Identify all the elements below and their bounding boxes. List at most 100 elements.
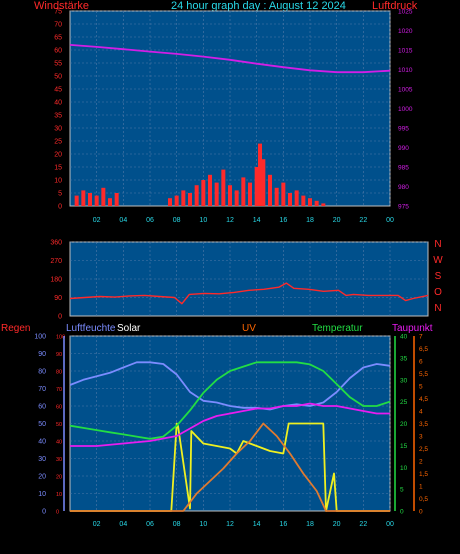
temperature-tick-4: 20	[400, 421, 408, 428]
wind-tick-10: 50	[54, 74, 62, 81]
compass-label-0: N	[434, 239, 441, 250]
compass-label-1: W	[433, 255, 443, 266]
pressure-tick-9: 1020	[398, 28, 413, 35]
direction-tick-0: 0	[58, 314, 62, 321]
wind-tick-8: 40	[54, 100, 62, 107]
wind-bar-6	[114, 193, 119, 206]
humidity-tick-2: 20	[56, 475, 62, 481]
humidity-tick-7: 70	[56, 387, 62, 393]
wind-xtick-8: 18	[306, 217, 314, 224]
dewpoint-tick-10: 5	[419, 384, 423, 391]
humidity-tick-8: 80	[56, 370, 62, 376]
wind-xtick-1: 04	[119, 217, 127, 224]
wind-axis-title: Windstärke	[34, 0, 90, 12]
meteo-label-5: Taupunkt	[392, 323, 433, 334]
dewpoint-tick-1: 0,5	[419, 496, 428, 503]
pressure-tick-4: 995	[398, 126, 409, 133]
wind-bar-24	[274, 187, 279, 206]
wind-bar-7	[168, 198, 172, 206]
temperature-tick-2: 10	[400, 465, 408, 472]
humidity-line	[69, 361, 391, 411]
dewpoint-tick-0: 0	[419, 509, 423, 516]
wind-bar-17	[234, 190, 239, 206]
wind-bar-5	[108, 198, 112, 206]
direction-tick-1: 90	[54, 295, 62, 302]
dewpoint-tick-8: 4	[419, 409, 423, 416]
humidity-tick-9: 90	[56, 352, 62, 358]
meteo-xtick-7: 16	[279, 521, 287, 528]
wind-bar-20	[254, 167, 259, 206]
meteo-label-1: Luftfeuchte	[66, 323, 116, 334]
pressure-line	[69, 44, 391, 74]
wind-bar-14	[214, 182, 219, 206]
temperature-tick-0: 0	[400, 509, 404, 516]
wind-tick-0: 0	[58, 204, 62, 211]
wind-xtick-3: 08	[173, 217, 181, 224]
meteo-xtick-2: 06	[146, 521, 154, 528]
humidity-tick-10: 100	[56, 335, 65, 341]
pressure-tick-0: 975	[398, 204, 409, 211]
dewpoint-tick-3: 1,5	[419, 471, 428, 478]
dewpoint-tick-6: 3	[419, 434, 423, 441]
pressure-tick-1: 980	[398, 184, 409, 191]
direction-tick-2: 180	[50, 277, 62, 284]
regen-tick-1: 10	[38, 491, 46, 498]
wind-bar-25	[281, 182, 286, 206]
regen-tick-0: 0	[42, 509, 46, 516]
compass-label-2: S	[435, 271, 442, 282]
direction-tick-3: 270	[50, 258, 62, 265]
wind-xtick-0: 02	[93, 217, 101, 224]
regen-tick-6: 60	[38, 404, 46, 411]
temperature-tick-7: 35	[400, 355, 408, 362]
wind-tick-1: 5	[58, 191, 62, 198]
meteo-label-2: Solar	[117, 323, 141, 334]
meteo-label-4: Temperatur	[312, 323, 363, 334]
meteo-label-3: UV	[242, 323, 256, 334]
humidity-tick-4: 40	[56, 440, 62, 446]
regen-tick-7: 70	[38, 386, 46, 393]
temperature-tick-3: 15	[400, 443, 408, 450]
wind-xtick-11: 00	[386, 217, 394, 224]
wind-bar-2	[88, 193, 92, 206]
humidity-tick-0: 0	[56, 510, 59, 516]
wind-tick-4: 20	[54, 152, 62, 159]
wind-bar-27	[294, 190, 299, 206]
wind-xtick-10: 22	[359, 217, 367, 224]
wind-bar-28	[301, 195, 306, 206]
wind-bar-30	[314, 200, 319, 206]
wind-bar-0	[74, 195, 79, 206]
wind-bar-13	[208, 174, 212, 206]
wind-bar-16	[228, 185, 232, 206]
wind-tick-2: 10	[54, 178, 62, 185]
wind-xtick-4: 10	[199, 217, 207, 224]
dewpoint-tick-13: 6,5	[419, 346, 428, 353]
dewpoint-tick-4: 2	[419, 459, 423, 466]
regen-tick-10: 100	[34, 334, 46, 341]
wind-tick-12: 60	[54, 48, 62, 55]
humidity-tick-3: 30	[56, 457, 62, 463]
dewpoint-tick-9: 4,5	[419, 396, 428, 403]
direction-line	[69, 282, 429, 305]
regen-tick-2: 20	[38, 474, 46, 481]
temperature-tick-8: 40	[400, 334, 408, 341]
wind-bar-26	[288, 193, 292, 206]
regen-tick-5: 50	[38, 421, 46, 428]
wind-tick-14: 70	[54, 22, 62, 29]
wind-tick-5: 25	[54, 139, 62, 146]
wind-tick-6: 30	[54, 126, 62, 133]
meteo-xtick-9: 20	[333, 521, 341, 528]
compass-label-4: N	[434, 303, 441, 314]
wind-xtick-2: 06	[146, 217, 154, 224]
wind-bar-12	[201, 180, 206, 206]
humidity-tick-1: 10	[56, 492, 62, 498]
meteo-xtick-6: 14	[253, 521, 261, 528]
temperature-tick-5: 25	[400, 399, 408, 406]
dewpoint-tick-12: 6	[419, 359, 423, 366]
meteo-xtick-5: 12	[226, 521, 234, 528]
temperature-tick-1: 5	[400, 487, 404, 494]
wind-xtick-5: 12	[226, 217, 234, 224]
wind-bar-9	[181, 190, 186, 206]
regen-tick-9: 90	[38, 351, 46, 358]
wind-xtick-6: 14	[253, 217, 261, 224]
meteo-xtick-11: 00	[386, 521, 394, 528]
